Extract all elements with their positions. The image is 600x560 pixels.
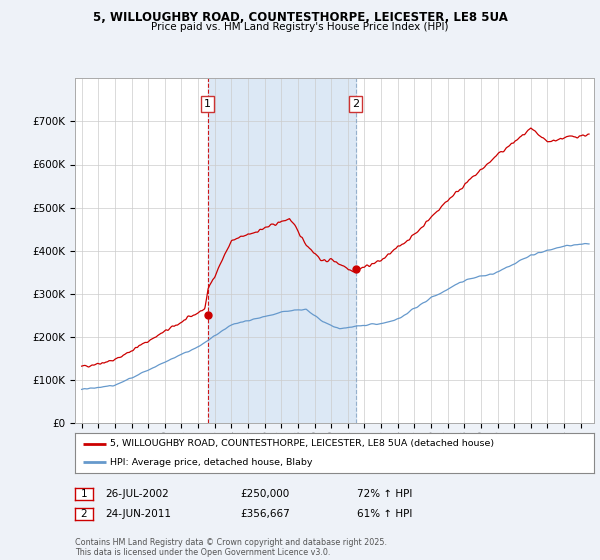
Text: 1: 1 xyxy=(204,99,211,109)
Text: Contains HM Land Registry data © Crown copyright and database right 2025.
This d: Contains HM Land Registry data © Crown c… xyxy=(75,538,387,557)
Text: 2: 2 xyxy=(352,99,359,109)
Text: 24-JUN-2011: 24-JUN-2011 xyxy=(105,509,171,519)
Text: 61% ↑ HPI: 61% ↑ HPI xyxy=(357,509,412,519)
Text: 2: 2 xyxy=(80,509,88,519)
Text: HPI: Average price, detached house, Blaby: HPI: Average price, detached house, Blab… xyxy=(110,458,313,467)
Text: 5, WILLOUGHBY ROAD, COUNTESTHORPE, LEICESTER, LE8 5UA: 5, WILLOUGHBY ROAD, COUNTESTHORPE, LEICE… xyxy=(92,11,508,24)
Text: 1: 1 xyxy=(80,489,88,499)
Text: £250,000: £250,000 xyxy=(240,489,289,499)
Text: 72% ↑ HPI: 72% ↑ HPI xyxy=(357,489,412,499)
Text: £356,667: £356,667 xyxy=(240,509,290,519)
Text: 5, WILLOUGHBY ROAD, COUNTESTHORPE, LEICESTER, LE8 5UA (detached house): 5, WILLOUGHBY ROAD, COUNTESTHORPE, LEICE… xyxy=(110,439,494,448)
Text: 26-JUL-2002: 26-JUL-2002 xyxy=(105,489,169,499)
Bar xyxy=(208,78,356,423)
Text: Price paid vs. HM Land Registry's House Price Index (HPI): Price paid vs. HM Land Registry's House … xyxy=(151,22,449,32)
